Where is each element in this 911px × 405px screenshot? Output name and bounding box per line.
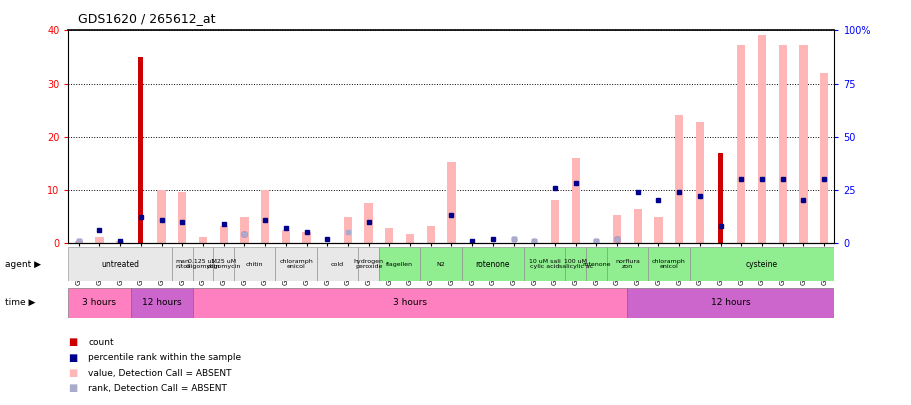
Bar bbox=[178, 192, 186, 243]
Bar bbox=[446, 162, 456, 243]
Text: 0.125 uM
oligomycin: 0.125 uM oligomycin bbox=[186, 259, 220, 269]
Text: 100 uM
salicylic ac: 100 uM salicylic ac bbox=[558, 259, 592, 269]
Text: man
nitol: man nitol bbox=[175, 259, 189, 269]
Bar bbox=[523, 247, 565, 281]
Text: chloramph
enicol: chloramph enicol bbox=[651, 259, 685, 269]
Bar bbox=[550, 200, 558, 243]
Text: percentile rank within the sample: percentile rank within the sample bbox=[88, 353, 241, 362]
Text: untreated: untreated bbox=[101, 260, 139, 269]
Text: ■: ■ bbox=[68, 353, 77, 362]
Bar bbox=[281, 230, 290, 243]
Text: time ▶: time ▶ bbox=[5, 298, 35, 307]
Bar bbox=[302, 232, 311, 243]
Bar bbox=[172, 247, 192, 281]
Text: chitin: chitin bbox=[246, 262, 263, 267]
Bar bbox=[384, 228, 393, 243]
Text: rotenone: rotenone bbox=[475, 260, 509, 269]
Bar bbox=[798, 45, 806, 243]
Bar bbox=[653, 217, 662, 243]
Bar bbox=[68, 247, 172, 281]
Text: agent ▶: agent ▶ bbox=[5, 260, 40, 269]
Text: ■: ■ bbox=[68, 337, 77, 347]
Bar bbox=[130, 288, 192, 318]
Bar bbox=[158, 190, 166, 243]
Bar bbox=[213, 247, 234, 281]
Bar bbox=[316, 247, 358, 281]
Text: 1.25 uM
oligomycin: 1.25 uM oligomycin bbox=[206, 259, 241, 269]
Bar bbox=[778, 45, 786, 243]
Bar bbox=[75, 241, 83, 243]
Text: ■: ■ bbox=[68, 368, 77, 378]
Text: chloramph
enicol: chloramph enicol bbox=[279, 259, 312, 269]
Bar bbox=[364, 202, 373, 243]
Bar bbox=[633, 209, 641, 243]
Text: N2: N2 bbox=[436, 262, 445, 267]
Bar bbox=[379, 247, 420, 281]
Text: rotenone: rotenone bbox=[581, 262, 610, 267]
Bar bbox=[606, 247, 648, 281]
Bar bbox=[627, 288, 834, 318]
Bar bbox=[261, 190, 269, 243]
Text: GDS1620 / 265612_at: GDS1620 / 265612_at bbox=[77, 12, 215, 25]
Bar bbox=[461, 247, 523, 281]
Text: 12 hours: 12 hours bbox=[711, 298, 750, 307]
Bar bbox=[736, 45, 744, 243]
Bar bbox=[96, 237, 104, 243]
Bar bbox=[420, 247, 461, 281]
Bar bbox=[689, 247, 834, 281]
Bar bbox=[343, 217, 352, 243]
Bar bbox=[695, 122, 703, 243]
Bar bbox=[612, 215, 620, 243]
Text: ■: ■ bbox=[68, 384, 77, 393]
Bar bbox=[674, 115, 682, 243]
Text: flagellen: flagellen bbox=[385, 262, 413, 267]
Bar bbox=[717, 153, 722, 243]
Text: 12 hours: 12 hours bbox=[141, 298, 181, 307]
Bar bbox=[192, 288, 627, 318]
Bar bbox=[68, 288, 130, 318]
Bar bbox=[571, 158, 579, 243]
Text: cysteine: cysteine bbox=[745, 260, 777, 269]
Bar bbox=[819, 73, 827, 243]
Bar bbox=[199, 237, 207, 243]
Text: cold: cold bbox=[331, 262, 343, 267]
Text: value, Detection Call = ABSENT: value, Detection Call = ABSENT bbox=[88, 369, 231, 377]
Text: count: count bbox=[88, 338, 114, 347]
Text: 3 hours: 3 hours bbox=[82, 298, 117, 307]
Bar bbox=[426, 226, 435, 243]
Text: 3 hours: 3 hours bbox=[393, 298, 426, 307]
Bar bbox=[116, 241, 124, 243]
Text: rank, Detection Call = ABSENT: rank, Detection Call = ABSENT bbox=[88, 384, 227, 393]
Bar bbox=[648, 247, 689, 281]
Bar bbox=[586, 247, 606, 281]
Bar bbox=[565, 247, 586, 281]
Bar bbox=[757, 34, 765, 243]
Bar bbox=[240, 217, 249, 243]
Bar bbox=[275, 247, 316, 281]
Bar bbox=[220, 226, 228, 243]
Text: 10 uM sali
cylic acid: 10 uM sali cylic acid bbox=[528, 259, 560, 269]
Text: norflura
zon: norflura zon bbox=[614, 259, 640, 269]
Bar bbox=[192, 247, 213, 281]
Bar bbox=[405, 234, 414, 243]
Bar bbox=[234, 247, 275, 281]
Text: hydrogen
peroxide: hydrogen peroxide bbox=[353, 259, 384, 269]
Bar bbox=[358, 247, 379, 281]
Bar bbox=[138, 57, 143, 243]
